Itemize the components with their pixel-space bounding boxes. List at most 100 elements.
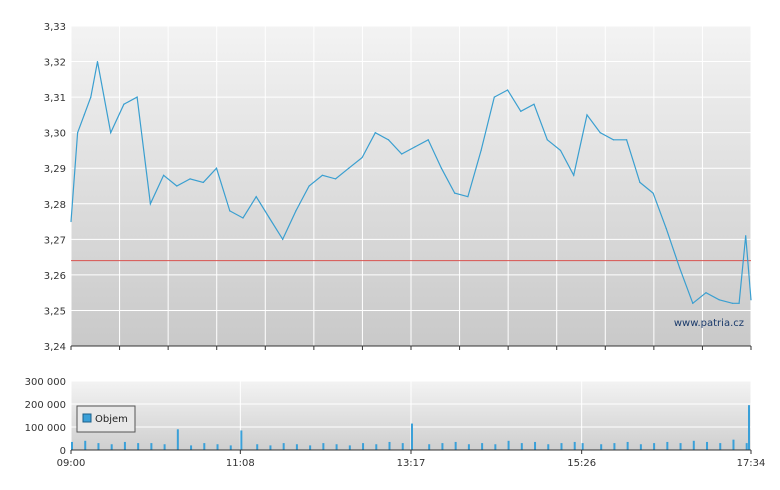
- volume-legend: Objem: [76, 405, 136, 433]
- price-point: [83, 114, 85, 116]
- price-point: [255, 196, 257, 198]
- price-series-group: [70, 60, 752, 305]
- price-point: [96, 60, 99, 63]
- price-point: [189, 178, 191, 180]
- price-point: [334, 178, 337, 180]
- price-point: [414, 146, 416, 148]
- volume-bar: [163, 444, 166, 450]
- price-point: [361, 156, 363, 159]
- volume-bar: [71, 441, 73, 450]
- price-point: [467, 196, 469, 198]
- price-point: [599, 132, 601, 134]
- price-y-tick-label: 3,25: [44, 306, 66, 317]
- price-y-tick-label: 3,32: [44, 58, 66, 69]
- price-point: [440, 167, 443, 169]
- price-point: [750, 299, 752, 301]
- volume-bar: [507, 440, 510, 450]
- volume-x-tick-label: 17:34: [737, 458, 766, 469]
- volume-bar: [229, 445, 232, 450]
- price-point: [77, 132, 79, 134]
- price-point: [229, 210, 231, 212]
- price-point: [665, 228, 667, 230]
- volume-x-tick-label: 15:26: [567, 458, 596, 469]
- volume-bar: [110, 444, 113, 450]
- volume-x-tick-label: 13:17: [397, 458, 426, 469]
- price-point: [90, 96, 92, 98]
- price-line: [70, 61, 752, 305]
- price-point: [202, 181, 204, 184]
- legend-swatch: [82, 413, 92, 423]
- price-x-tick-marks: [70, 346, 752, 350]
- volume-bar: [256, 444, 259, 450]
- price-point: [387, 139, 390, 141]
- price-point: [586, 114, 588, 116]
- volume-bar: [573, 441, 576, 450]
- volume-bar: [240, 430, 243, 450]
- price-point: [612, 139, 615, 141]
- volume-bar: [176, 429, 179, 450]
- volume-bar: [362, 443, 365, 450]
- price-y-tick-label: 3,33: [44, 22, 66, 33]
- volume-bar: [745, 443, 748, 450]
- volume-y-tick-label: 0: [60, 446, 66, 457]
- price-point: [427, 139, 429, 141]
- price-y-tick-labels: 3,24 3,25 3,26 3,27 3,28 3,29 3,30 3,31 3,32 3,33: [44, 22, 66, 353]
- price-point: [149, 203, 151, 205]
- volume-panel: 0 100 000 200 000 300 000 09:00 11:08 13:17 15…: [25, 377, 766, 469]
- volume-bar: [481, 443, 484, 450]
- volume-bar: [600, 444, 603, 450]
- price-point: [533, 103, 535, 105]
- price-point: [731, 302, 734, 304]
- price-point: [652, 192, 654, 194]
- volume-bar: [613, 443, 616, 450]
- price-y-tick-label: 3,27: [44, 235, 66, 246]
- volume-bar: [706, 441, 709, 450]
- price-point: [176, 185, 178, 187]
- price-y-tick-label: 3,28: [44, 200, 66, 211]
- price-point: [308, 185, 310, 187]
- price-point: [242, 217, 244, 219]
- legend-label: Objem: [95, 414, 128, 425]
- price-point: [559, 149, 562, 152]
- volume-bar: [719, 443, 722, 450]
- watermark: www.patria.cz: [674, 318, 744, 329]
- price-point: [110, 132, 112, 134]
- volume-bar: [282, 443, 285, 450]
- price-point: [454, 192, 456, 194]
- price-point: [348, 167, 350, 169]
- volume-bar: [748, 415, 750, 450]
- price-point: [493, 96, 495, 98]
- price-point: [70, 220, 72, 223]
- volume-bar: [123, 441, 126, 450]
- volume-bar: [295, 444, 298, 450]
- volume-bar: [494, 444, 497, 450]
- volume-bars-group: [71, 405, 750, 450]
- price-point: [546, 139, 548, 141]
- price-point: [295, 210, 297, 212]
- price-point: [215, 167, 218, 169]
- volume-bar: [335, 444, 338, 450]
- price-point: [123, 103, 125, 105]
- volume-bar: [269, 445, 272, 450]
- volume-bar: [348, 445, 351, 450]
- price-y-tick-label: 3,31: [44, 93, 66, 104]
- volume-x-tick-labels: 09:00 11:08 13:17 15:26 17:34: [57, 450, 766, 469]
- price-point: [401, 153, 403, 155]
- volume-y-tick-label: 300 000: [25, 377, 66, 388]
- price-point: [136, 96, 138, 98]
- volume-x-tick-label: 11:08: [226, 458, 255, 469]
- volume-y-tick-label: 200 000: [25, 400, 66, 411]
- volume-bar: [375, 444, 378, 450]
- volume-bar: [732, 439, 735, 450]
- volume-bar: [581, 443, 584, 450]
- price-y-tick-label: 3,26: [44, 271, 66, 282]
- volume-bar: [560, 443, 563, 450]
- price-point: [573, 174, 575, 176]
- volume-bar: [692, 440, 695, 450]
- volume-bar: [666, 441, 669, 450]
- volume-bar: [547, 444, 550, 450]
- volume-y-tick-labels: 0 100 000 200 000 300 000: [25, 377, 66, 457]
- price-point: [626, 139, 628, 141]
- price-panel: 3,24 3,25 3,26 3,27 3,28 3,29 3,30 3,31 3,32 3,33…: [44, 22, 752, 353]
